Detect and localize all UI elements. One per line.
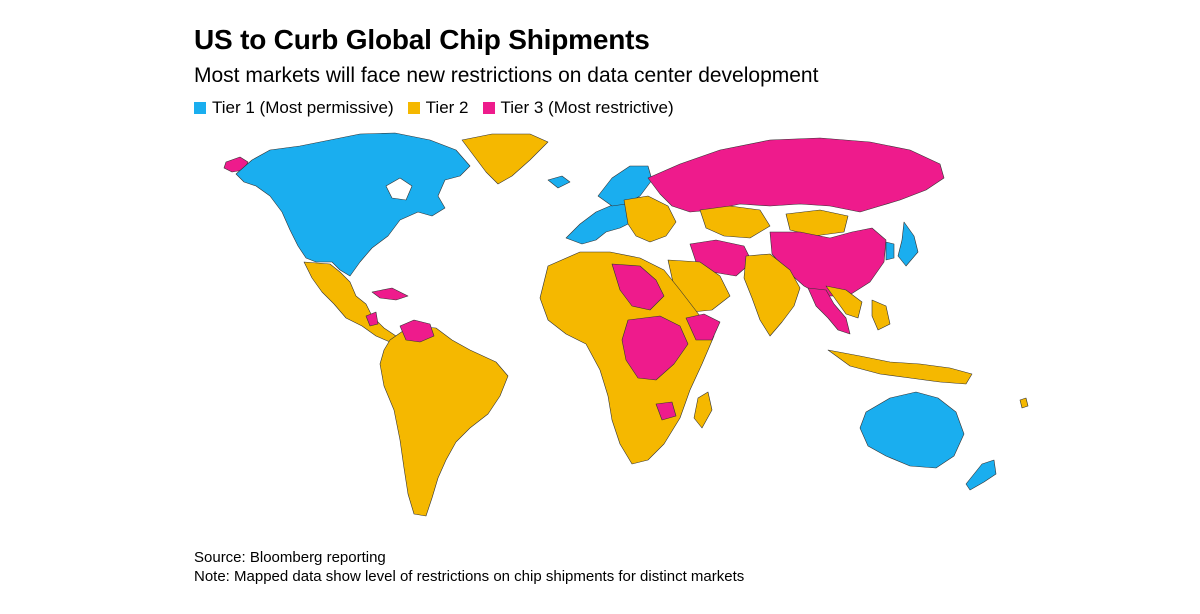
- region-venezuela: [399, 319, 435, 343]
- region-new-zealand: [965, 459, 997, 491]
- page-title: US to Curb Global Chip Shipments: [194, 24, 650, 55]
- legend-item-tier3: Tier 3 (Most restrictive): [482, 98, 674, 118]
- region-mongolia: [785, 209, 849, 237]
- legend-swatch-tier1: [194, 102, 206, 114]
- region-se-asia-tier2: [825, 285, 863, 319]
- region-hudson-bay: [385, 177, 413, 201]
- region-cuba: [371, 287, 409, 301]
- region-iceland: [547, 175, 571, 189]
- footer: Source: Bloomberg reporting Note: Mapped…: [194, 548, 744, 586]
- legend-swatch-tier3: [482, 102, 495, 114]
- region-se-asia-tier3: [807, 287, 851, 335]
- region-kazakhstan: [699, 205, 771, 239]
- region-nicaragua: [365, 311, 379, 327]
- region-madagascar: [693, 391, 713, 429]
- region-africa-horn: [685, 313, 721, 341]
- region-indonesia: [827, 349, 973, 385]
- legend-label-tier1: Tier 1 (Most permissive): [212, 98, 394, 117]
- region-north-america-tier1: [235, 132, 471, 277]
- region-south-america: [379, 325, 509, 517]
- region-africa-tier3-north: [611, 263, 665, 311]
- legend-item-tier1: Tier 1 (Most permissive): [194, 98, 394, 118]
- page-subtitle: Most markets will face new restrictions …: [194, 64, 819, 87]
- region-india: [743, 253, 801, 337]
- region-australia: [859, 391, 965, 469]
- region-korea: [885, 241, 895, 261]
- legend-label-tier3: Tier 3 (Most restrictive): [500, 98, 674, 117]
- region-zimbabwe: [655, 401, 677, 421]
- region-pacific-islands: [1019, 397, 1029, 409]
- legend-label-tier2: Tier 2: [425, 98, 469, 117]
- region-africa-tier3-central: [621, 315, 689, 381]
- source-note: Source: Bloomberg reporting: [194, 549, 386, 566]
- legend-swatch-tier2: [407, 102, 420, 114]
- region-greenland: [461, 133, 549, 185]
- legend-item-tier2: Tier 2: [407, 98, 469, 118]
- legend: Tier 1 (Most permissive) Tier 2 Tier 3 (…: [194, 98, 688, 118]
- region-philippines: [871, 299, 891, 331]
- data-note: Note: Mapped data show level of restrict…: [194, 568, 745, 585]
- world-map: [223, 132, 1029, 517]
- region-eastern-europe: [623, 195, 677, 243]
- region-japan: [897, 221, 919, 267]
- region-russia: [647, 137, 945, 213]
